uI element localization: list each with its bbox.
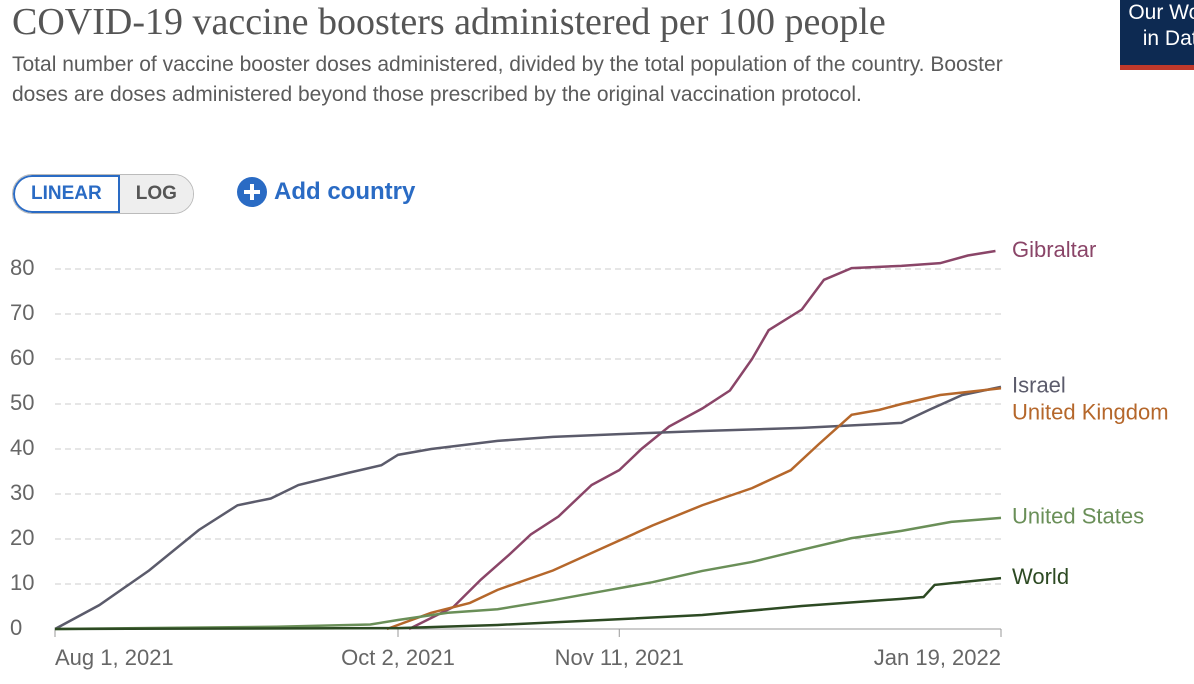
- logo-text: in Data: [1142, 27, 1194, 50]
- y-tick-label: 50: [10, 390, 34, 415]
- y-tick-label: 10: [10, 570, 34, 595]
- series-line: [54, 385, 1002, 631]
- legend-label: World: [1012, 564, 1069, 589]
- log-button[interactable]: LOG: [119, 175, 193, 213]
- x-tick-label: Oct 2, 2021: [341, 645, 455, 670]
- y-tick-label: 70: [10, 300, 34, 325]
- add-country-button[interactable]: Add country: [236, 176, 415, 208]
- logo[interactable]: Our World in Data: [1120, 0, 1194, 70]
- legend-label: Gibraltar: [1012, 237, 1096, 262]
- y-tick-label: 0: [10, 615, 22, 640]
- plus-icon: [237, 177, 267, 207]
- subtitle: Total number of vaccine booster doses ad…: [12, 53, 1003, 106]
- y-tick-label: 20: [10, 525, 34, 550]
- series-line: [54, 516, 1002, 631]
- series-line: [386, 387, 1002, 631]
- x-tick-label: Jan 19, 2022: [874, 645, 1001, 670]
- y-tick-label: 80: [10, 255, 34, 280]
- x-tick-label: Nov 11, 2021: [555, 645, 684, 670]
- legend-label: United States: [1012, 504, 1144, 529]
- series-line: [54, 576, 1002, 631]
- series-line: [408, 249, 996, 631]
- y-tick-label: 60: [10, 345, 34, 370]
- logo-text: Our World: [1128, 1, 1194, 24]
- title: COVID-19 vaccine boosters administered p…: [12, 1, 886, 43]
- linear-button[interactable]: LINEAR: [13, 175, 120, 213]
- legend-label: United Kingdom: [1012, 400, 1169, 425]
- add-country-label: Add country: [274, 178, 416, 205]
- x-tick-label: Aug 1, 2021: [55, 645, 174, 670]
- scale-toggle: LINEAR LOG: [12, 174, 194, 214]
- y-tick-label: 30: [10, 480, 34, 505]
- y-tick-label: 40: [10, 435, 34, 460]
- legend-label: Israel: [1012, 373, 1066, 398]
